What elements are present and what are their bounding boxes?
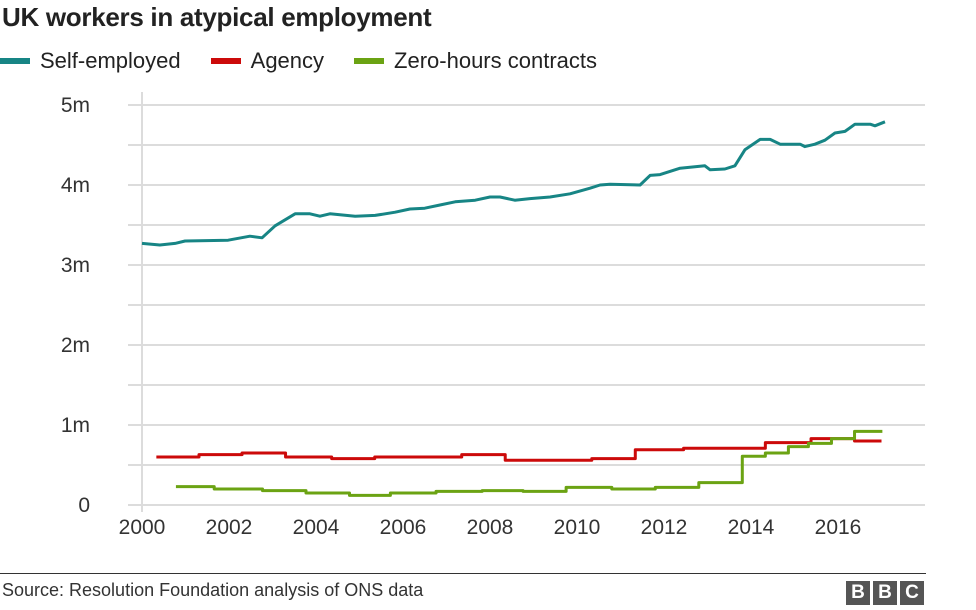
x-tick-label: 2012 — [641, 516, 688, 539]
series-line-zero-hours-contracts — [175, 429, 883, 497]
y-tick-label: 5m — [61, 94, 90, 117]
legend-label: Agency — [250, 48, 325, 73]
y-tick-label: 1m — [61, 414, 90, 437]
bbc-logo-letter: C — [900, 581, 924, 605]
y-tick-label: 2m — [61, 334, 90, 357]
x-tick-label: 2010 — [554, 516, 601, 539]
x-tick-label: 2016 — [815, 516, 862, 539]
legend-swatch — [210, 58, 241, 64]
y-tick-label: 3m — [61, 254, 90, 277]
legend-label: Self-employed — [40, 48, 181, 73]
legend-item-agency: Agency — [210, 48, 325, 74]
bbc-logo: B B C — [846, 581, 924, 605]
x-tick-label: 2008 — [467, 516, 514, 539]
legend: Self-employed Agency Zero-hours contract… — [0, 48, 627, 74]
legend-swatch — [0, 58, 30, 64]
footer-divider — [0, 573, 926, 574]
bbc-logo-letter: B — [873, 581, 897, 605]
chart-title: UK workers in atypical employment — [2, 2, 432, 32]
x-tick-label: 2002 — [206, 516, 253, 539]
series-line-self-employed — [141, 120, 886, 247]
x-tick-label: 2014 — [728, 516, 775, 539]
x-tick-label: 2000 — [119, 516, 166, 539]
x-tick-label: 2004 — [293, 516, 340, 539]
y-tick-label: 0 — [78, 494, 90, 517]
legend-label: Zero-hours contracts — [394, 48, 597, 73]
source-note: Source: Resolution Foundation analysis o… — [2, 580, 424, 600]
legend-item-self-employed: Self-employed — [0, 48, 181, 74]
legend-item-zero-hours: Zero-hours contracts — [354, 48, 597, 74]
series-line-agency — [156, 437, 882, 462]
legend-swatch — [354, 58, 385, 64]
y-tick-label: 4m — [61, 174, 90, 197]
bbc-logo-letter: B — [846, 581, 870, 605]
x-tick-label: 2006 — [380, 516, 427, 539]
